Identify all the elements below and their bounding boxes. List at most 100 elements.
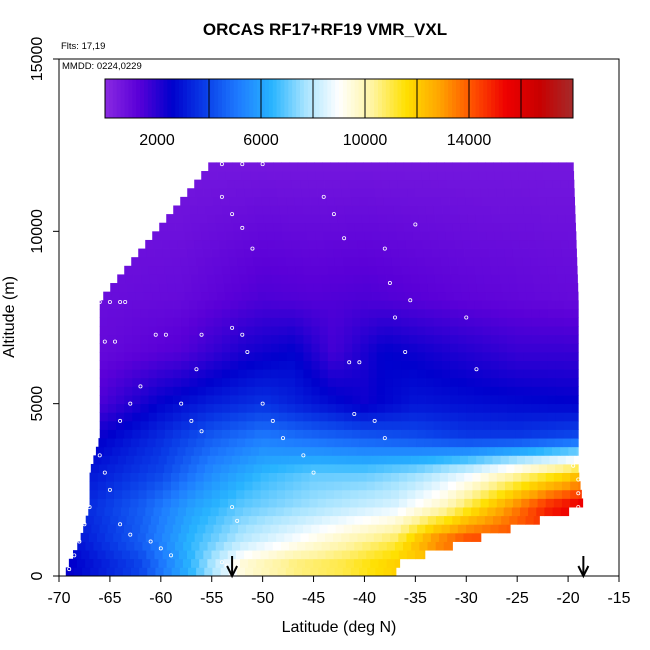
flight-track-point (571, 463, 576, 468)
heatmap-cell (306, 231, 316, 241)
heatmap-cell (342, 498, 351, 508)
colorbar-segment (491, 79, 496, 118)
heatmap-cell (540, 274, 550, 284)
heatmap-cell (403, 283, 413, 293)
heatmap-cell (319, 420, 329, 430)
flights-note: Flts: 17,19 (61, 41, 106, 52)
heatmap-cell (462, 446, 471, 456)
heatmap-cell (352, 395, 361, 405)
heatmap-cell (140, 343, 149, 353)
heatmap-cell (315, 231, 324, 241)
colorbar-segment (409, 79, 414, 118)
colorbar-segment (366, 79, 371, 118)
heatmap-cell (446, 179, 456, 189)
heatmap-cell (555, 377, 565, 387)
colorbar-segment (261, 79, 266, 118)
heatmap-cell (246, 429, 255, 439)
heatmap-cell (270, 377, 280, 387)
heatmap-cell (474, 369, 483, 379)
heatmap-cell (124, 429, 133, 439)
heatmap-cell (329, 541, 339, 551)
heatmap-cell (197, 429, 207, 439)
heatmap-cell (268, 498, 278, 508)
colorbar-segment (471, 79, 476, 118)
heatmap-cell (152, 231, 161, 241)
heatmap-cell (435, 541, 445, 551)
heatmap-cell (546, 463, 556, 473)
heatmap-cell (295, 334, 304, 344)
heatmap-cell (303, 395, 312, 405)
heatmap-cell (539, 205, 549, 215)
heatmap-cell (105, 481, 115, 491)
heatmap-cell (189, 326, 198, 336)
heatmap-cell (270, 317, 280, 327)
heatmap-cell (155, 438, 165, 448)
heatmap-cell (146, 550, 155, 560)
heatmap-cell (262, 377, 272, 387)
heatmap-cell (497, 257, 507, 267)
heatmap-cell (385, 205, 394, 215)
flight-track-point (158, 546, 163, 551)
heatmap-cell (433, 420, 443, 430)
heatmap-cell (181, 265, 190, 275)
heatmap-cell (155, 257, 165, 267)
heatmap-cell (381, 179, 391, 189)
heatmap-cell (515, 369, 524, 379)
heatmap-cell (221, 524, 231, 534)
heatmap-cell (303, 377, 312, 387)
heatmap-cell (474, 420, 483, 430)
heatmap-cell (140, 395, 149, 405)
heatmap-cell (293, 188, 302, 198)
heatmap-cell (77, 558, 86, 568)
heatmap-cell (441, 377, 451, 387)
heatmap-cell (495, 446, 504, 456)
heatmap-cell (479, 239, 488, 249)
heatmap-cell (134, 455, 143, 465)
colorbar-segment (198, 79, 203, 118)
heatmap-cell (348, 179, 358, 189)
heatmap-cell (201, 171, 210, 181)
heatmap-cell (167, 515, 176, 525)
colorbar-segment (331, 79, 336, 118)
heatmap-cell (375, 567, 384, 576)
flight-track-point (474, 367, 479, 372)
heatmap-cell (280, 274, 289, 284)
x-tick-label: -35 (404, 590, 427, 607)
heatmap-cell (368, 334, 378, 344)
heatmap-cell (474, 265, 484, 275)
heatmap-cell (498, 360, 508, 370)
heatmap-cell (325, 472, 335, 482)
heatmap-cell (537, 498, 547, 508)
heatmap-cell (487, 179, 497, 189)
heatmap-cell (480, 498, 490, 508)
heatmap-cell (241, 231, 251, 241)
heatmap-cell (524, 274, 534, 284)
heatmap-cell (518, 231, 528, 241)
heatmap-cell (189, 429, 198, 439)
heatmap-cell (360, 412, 369, 422)
heatmap-cell (515, 205, 524, 215)
heatmap-cell (425, 334, 435, 344)
heatmap-cell (384, 377, 394, 387)
heatmap-cell (248, 222, 258, 232)
heatmap-cell (146, 472, 156, 482)
heatmap-cell (116, 334, 125, 344)
heatmap-cell (124, 420, 133, 430)
heatmap-cell (436, 162, 445, 172)
heatmap-cell (278, 317, 288, 327)
heatmap-cell (167, 222, 176, 232)
heatmap-cell (483, 274, 493, 284)
heatmap-cell (392, 300, 402, 310)
heatmap-cell (234, 446, 243, 456)
heatmap-cell (325, 532, 334, 542)
heatmap-cell (116, 412, 125, 422)
heatmap-cell (181, 369, 190, 379)
heatmap-cell (358, 248, 367, 258)
heatmap-cell (270, 308, 280, 318)
heatmap-cell (368, 429, 378, 439)
heatmap-cell (305, 283, 315, 293)
heatmap-cell (508, 214, 517, 224)
heatmap-cell (411, 541, 420, 551)
heatmap-cell (99, 308, 109, 318)
heatmap-cell (510, 231, 520, 241)
